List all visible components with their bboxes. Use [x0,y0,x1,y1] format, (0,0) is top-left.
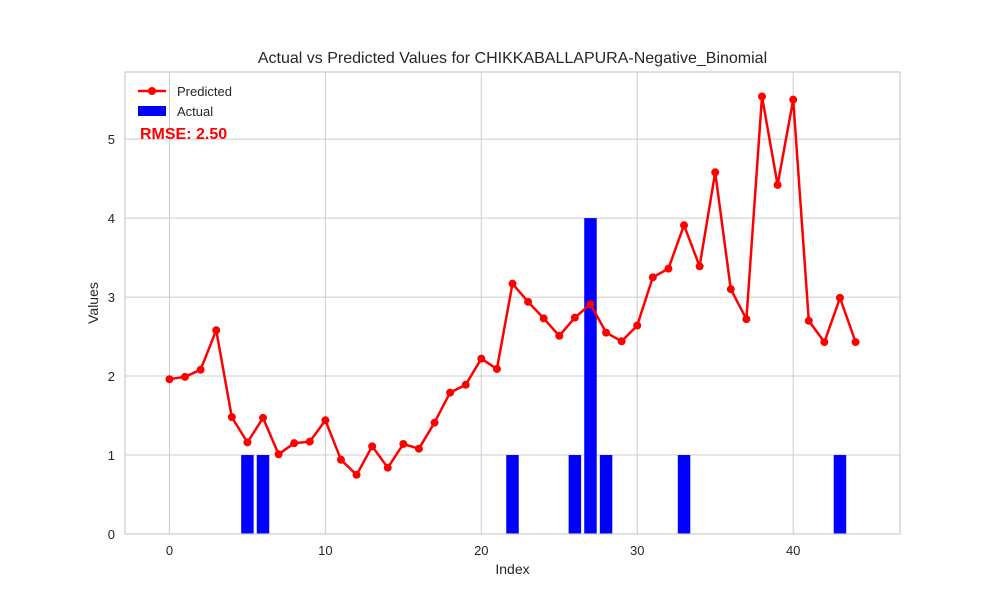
legend-predicted-label: Predicted [177,84,232,99]
predicted-point [243,438,252,447]
predicted-point [165,375,174,384]
predicted-point [274,450,283,459]
predicted-point [648,273,657,282]
x-tick-label: 20 [474,543,488,558]
y-axis-label: Values [85,282,101,324]
x-tick-label: 40 [786,543,800,558]
actual-bar [584,218,597,534]
predicted-line [165,92,860,479]
y-tick-label: 5 [108,132,115,147]
y-tick-label: 1 [108,448,115,463]
x-axis-label: Index [495,561,529,577]
legend: Predicted Actual [138,84,232,119]
predicted-point [602,328,611,337]
actual-bar [833,455,847,534]
predicted-point [181,372,190,381]
predicted-point [617,337,626,346]
tick-labels: 0 10 20 30 40 0 1 2 3 4 5 [108,132,801,558]
predicted-point [508,279,517,288]
predicted-point [368,442,377,451]
predicted-point [336,455,345,464]
predicted-point [835,293,844,302]
predicted-point [804,316,813,325]
y-tick-label: 2 [108,369,115,384]
predicted-point [352,470,361,479]
predicted-point [196,365,205,374]
predicted-point [633,321,642,330]
predicted-point [726,285,735,294]
plot-frame [124,71,901,535]
x-tick-label: 30 [630,543,644,558]
predicted-point [773,180,782,189]
actual-bar [241,455,254,534]
predicted-point [399,439,408,448]
predicted-point [695,262,704,271]
predicted-point [570,313,579,322]
predicted-point [212,326,221,335]
rmse-annotation: RMSE: 2.50 [140,126,227,143]
predicted-point [430,418,439,427]
x-tick-label: 0 [166,543,173,558]
predicted-point [477,354,486,363]
predicted-point [461,380,470,389]
actual-bar [568,455,582,534]
predicted-point [524,297,533,306]
predicted-point [321,416,330,425]
actual-bars [241,218,847,534]
actual-bar [506,455,519,534]
predicted-point [820,338,829,347]
predicted-point [711,168,720,177]
y-tick-label: 4 [108,211,115,226]
predicted-point [227,413,236,422]
predicted-point [789,95,798,104]
chart-title: Actual vs Predicted Values for CHIKKABAL… [258,50,767,67]
predicted-point [555,331,564,340]
predicted-point [383,463,392,472]
predicted-point [742,315,751,324]
actual-bar [256,455,270,534]
predicted-point [680,221,689,230]
predicted-point [586,300,595,309]
predicted-point [446,388,455,397]
predicted-point [539,314,548,323]
predicted-point [664,264,673,273]
legend-predicted-marker-icon [148,87,156,95]
predicted-point [414,444,423,453]
legend-actual-label: Actual [177,104,213,119]
predicted-point [851,338,860,347]
y-tick-label: 3 [108,290,115,305]
actual-bar [599,455,613,534]
predicted-point [492,364,501,373]
predicted-point [290,439,299,448]
predicted-point [757,92,766,101]
y-tick-label: 0 [108,527,115,542]
x-tick-label: 10 [318,543,332,558]
legend-actual-swatch-icon [138,106,166,116]
predicted-point [259,413,268,422]
predicted-point [305,437,314,446]
actual-bar [677,455,691,534]
